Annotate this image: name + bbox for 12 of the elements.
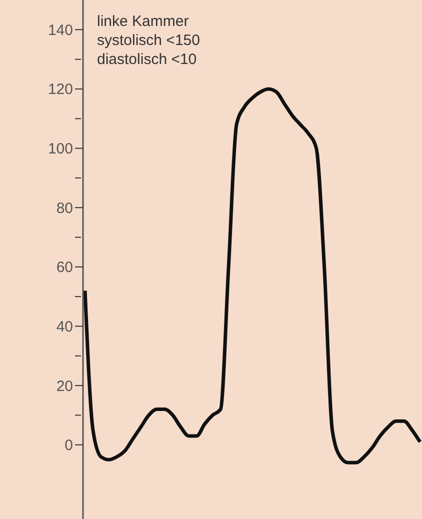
line-series [83, 87, 422, 464]
y-tick-label: 40 [56, 318, 73, 336]
y-tick-label: 140 [48, 22, 73, 39]
annotation: linke Kammer [97, 12, 190, 31]
annotation: diastolisch <10 [97, 50, 198, 69]
y-tick-label: 20 [56, 378, 73, 395]
y-tick-label: 100 [48, 140, 73, 158]
y-tick-label: 60 [56, 259, 73, 276]
y-tick-label: 120 [48, 81, 73, 98]
y-tick-label: 0 [64, 437, 73, 454]
annotation: systolisch <150 [97, 31, 200, 50]
y-tick-label: 80 [56, 200, 73, 217]
